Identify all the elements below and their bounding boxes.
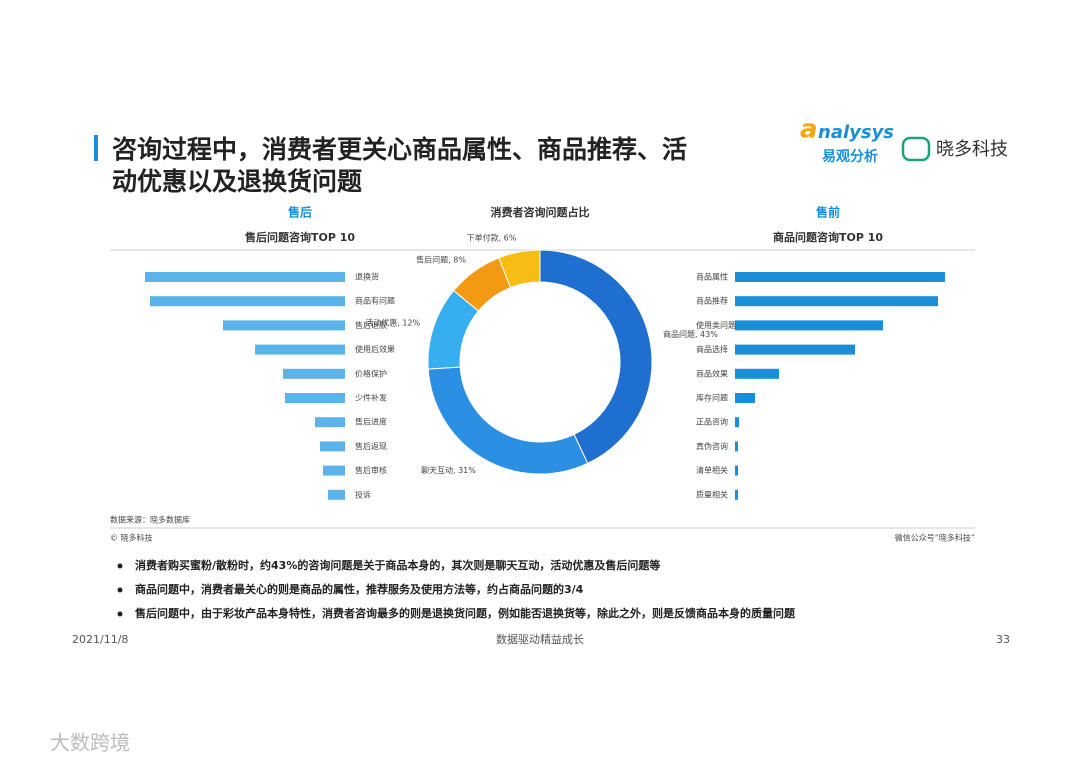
slice-label: 聊天互动, 31% — [421, 465, 476, 475]
category-label: 使用后效果 — [355, 344, 395, 354]
category-label: 投诉 — [355, 489, 371, 499]
category-label: 售后进度 — [355, 417, 387, 427]
copyright: © 晓多科技 — [110, 533, 153, 543]
watermark: 大数跨境 — [50, 731, 130, 755]
category-label: 商品选择 — [696, 344, 728, 354]
bar — [735, 368, 779, 379]
bar — [735, 296, 938, 307]
bar — [283, 368, 345, 379]
bar — [323, 465, 345, 476]
title-line: 动优惠以及退换货问题 — [112, 167, 362, 196]
footer-page: 33 — [996, 633, 1010, 646]
footer-slogan: 数据驱动精益成长 — [496, 632, 584, 646]
bar — [145, 272, 345, 282]
bar — [255, 344, 345, 355]
bullet-text: 售后问题中，由于彩妆产品本身特性，消费者咨询最多的则是退换货问题，例如能否退换货… — [134, 606, 796, 620]
slice-label: 活动优惠, 12% — [365, 318, 420, 328]
donut-slice — [539, 249, 653, 465]
logo-text: nalysys — [818, 122, 894, 143]
category-label: 使用类问题 — [696, 320, 736, 330]
bullet — [117, 563, 123, 569]
logo-icon — [901, 136, 931, 162]
bar — [735, 272, 945, 282]
bar — [735, 393, 755, 403]
bar — [315, 417, 345, 428]
donut-slice — [498, 249, 541, 289]
bullet-text: 商品问题中，消费者最关心的则是商品的属性，推荐服务及使用方法等，约占商品问题的3… — [135, 582, 584, 596]
category-label: 售后退款 — [355, 320, 387, 330]
chart-title: 售后问题咨询TOP 10 — [244, 230, 355, 244]
bar — [223, 320, 345, 331]
bar — [150, 296, 345, 307]
category-label: 真伪咨询 — [696, 441, 728, 451]
title-line: 咨询过程中，消费者更关心商品属性、商品推荐、活 — [112, 135, 687, 164]
category-label: 商品属性 — [696, 272, 728, 282]
category-label: 售后审核 — [355, 465, 387, 475]
category-label: 商品推荐 — [696, 296, 728, 306]
footer-date: 2021/11/8 — [72, 633, 128, 646]
category-label: 商品效果 — [696, 368, 728, 378]
category-label: 清单相关 — [696, 465, 728, 475]
bar — [735, 320, 883, 331]
title-accent — [94, 135, 98, 161]
bar — [735, 417, 739, 428]
category-label: 少件补发 — [355, 393, 387, 403]
bar — [735, 441, 738, 452]
category-label: 质量相关 — [696, 489, 728, 499]
chart-heading: 售前 — [816, 205, 840, 220]
source: 数据来源：晓多数据库 — [110, 515, 190, 525]
category-label: 正品咨询 — [696, 417, 728, 427]
bar — [328, 489, 345, 500]
chart-title: 消费者咨询问题占比 — [491, 205, 590, 219]
category-label: 商品有问题 — [355, 296, 395, 306]
category-label: 退换货 — [355, 272, 379, 282]
wechat: 微信公众号“晓多科技” — [895, 533, 975, 543]
slice-label: 售后问题, 8% — [416, 255, 466, 265]
bar — [735, 344, 855, 355]
bar — [285, 393, 345, 403]
category-label: 售后返现 — [355, 441, 387, 451]
bar — [735, 465, 738, 476]
donut-slice — [427, 366, 589, 475]
category-label: 价格保护 — [355, 368, 387, 378]
logo-text: 易观分析 — [822, 148, 878, 165]
bullet-text: 消费者购买蜜粉/散粉时，约43%的咨询问题是关于商品本身的，其次则是聊天互动，活… — [135, 558, 660, 572]
bar — [320, 441, 345, 452]
slice-label: 下单付款, 6% — [467, 233, 517, 243]
bullet — [117, 611, 123, 617]
logo-mark: a — [800, 115, 818, 145]
chart-title: 商品问题咨询TOP 10 — [773, 230, 883, 244]
chart-heading: 售后 — [288, 205, 312, 220]
category-label: 库存问题 — [696, 393, 728, 403]
bullet — [117, 587, 123, 593]
bar — [735, 489, 738, 500]
slice-label: 商品问题, 43% — [663, 329, 718, 339]
logo-text: 晓多科技 — [936, 139, 1008, 160]
